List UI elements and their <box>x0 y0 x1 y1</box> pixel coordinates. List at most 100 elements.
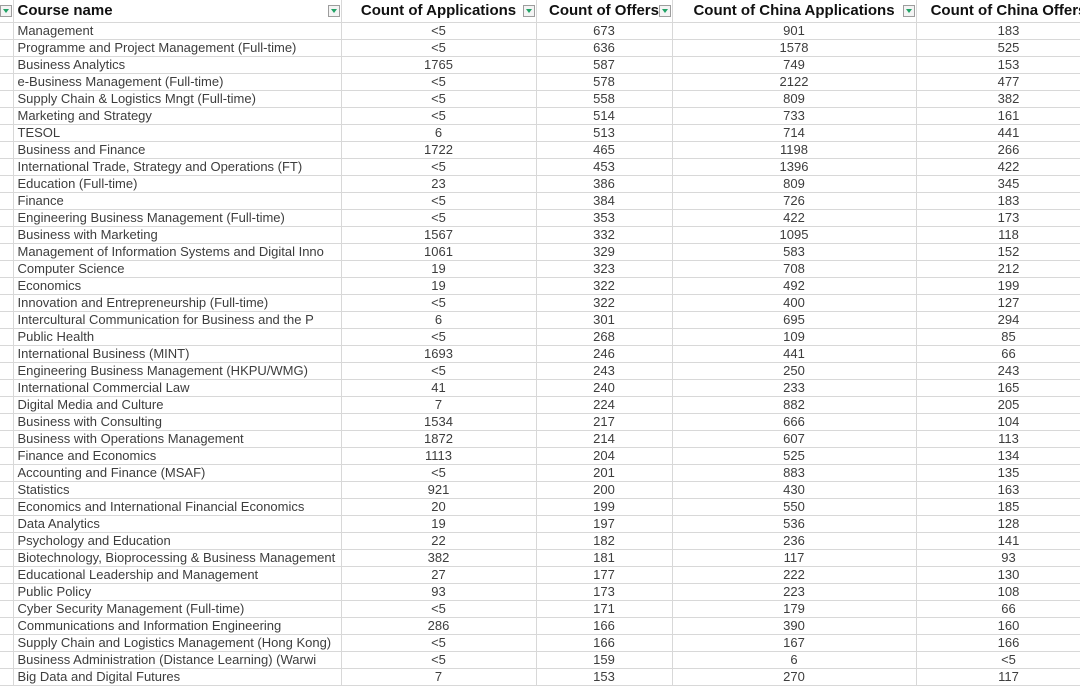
filter-dropdown-icon[interactable] <box>658 5 671 17</box>
cell-count-offers[interactable]: 224 <box>536 396 673 414</box>
cell-course-name[interactable]: Computer Science <box>13 260 342 278</box>
cell-count-offers[interactable]: 214 <box>536 430 673 448</box>
cell-count-china-offers[interactable]: 382 <box>916 90 1080 108</box>
cell-count-offers[interactable]: 197 <box>536 515 673 533</box>
cell-count-china-offers[interactable]: 185 <box>916 498 1080 516</box>
cell-count-china-offers[interactable]: 93 <box>916 549 1080 567</box>
cell-count-china-offers[interactable]: 104 <box>916 413 1080 431</box>
cell-blank[interactable] <box>0 175 14 193</box>
cell-course-name[interactable]: International Commercial Law <box>13 379 342 397</box>
cell-count-offers[interactable]: 204 <box>536 447 673 465</box>
cell-count-china-applications[interactable]: 400 <box>672 294 917 312</box>
cell-count-china-offers[interactable]: 161 <box>916 107 1080 125</box>
cell-count-offers[interactable]: 200 <box>536 481 673 499</box>
cell-count-china-offers[interactable]: 266 <box>916 141 1080 159</box>
header-count-china-applications[interactable]: Count of China Applications <box>672 0 917 23</box>
cell-count-applications[interactable]: 41 <box>341 379 537 397</box>
cell-count-applications[interactable]: 1567 <box>341 226 537 244</box>
cell-blank[interactable] <box>0 566 14 584</box>
cell-count-china-offers[interactable]: 153 <box>916 56 1080 74</box>
header-count-applications[interactable]: Count of Applications <box>341 0 537 23</box>
cell-count-china-offers[interactable]: 117 <box>916 668 1080 686</box>
cell-course-name[interactable]: TESOL <box>13 124 342 142</box>
cell-course-name[interactable]: Statistics <box>13 481 342 499</box>
cell-count-china-applications[interactable]: 901 <box>672 22 917 40</box>
cell-count-china-offers[interactable]: 66 <box>916 345 1080 363</box>
cell-blank[interactable] <box>0 124 14 142</box>
cell-count-china-offers[interactable]: 205 <box>916 396 1080 414</box>
cell-count-applications[interactable]: 6 <box>341 124 537 142</box>
cell-count-china-applications[interactable]: 583 <box>672 243 917 261</box>
cell-count-applications[interactable]: 1534 <box>341 413 537 431</box>
cell-count-applications[interactable]: 22 <box>341 532 537 550</box>
cell-course-name[interactable]: Public Health <box>13 328 342 346</box>
cell-blank[interactable] <box>0 243 14 261</box>
cell-course-name[interactable]: International Business (MINT) <box>13 345 342 363</box>
cell-count-offers[interactable]: 587 <box>536 56 673 74</box>
cell-count-applications[interactable]: 921 <box>341 481 537 499</box>
cell-count-offers[interactable]: 243 <box>536 362 673 380</box>
cell-count-applications[interactable]: <5 <box>341 107 537 125</box>
cell-count-offers[interactable]: 513 <box>536 124 673 142</box>
cell-count-china-offers[interactable]: 243 <box>916 362 1080 380</box>
cell-count-china-offers[interactable]: 345 <box>916 175 1080 193</box>
cell-count-china-applications[interactable]: 236 <box>672 532 917 550</box>
cell-count-china-offers[interactable]: 66 <box>916 600 1080 618</box>
cell-count-offers[interactable]: 182 <box>536 532 673 550</box>
cell-count-applications[interactable]: 1872 <box>341 430 537 448</box>
header-count-offers[interactable]: Count of Offers <box>536 0 673 23</box>
cell-blank[interactable] <box>0 668 14 686</box>
cell-count-applications[interactable]: 382 <box>341 549 537 567</box>
cell-count-china-applications[interactable]: 733 <box>672 107 917 125</box>
cell-blank[interactable] <box>0 345 14 363</box>
cell-count-applications[interactable]: <5 <box>341 39 537 57</box>
cell-count-offers[interactable]: 329 <box>536 243 673 261</box>
cell-count-offers[interactable]: 199 <box>536 498 673 516</box>
cell-count-applications[interactable]: <5 <box>341 328 537 346</box>
cell-count-applications[interactable]: <5 <box>341 22 537 40</box>
cell-blank[interactable] <box>0 158 14 176</box>
cell-count-china-applications[interactable]: 666 <box>672 413 917 431</box>
cell-count-china-applications[interactable]: 430 <box>672 481 917 499</box>
cell-count-china-offers[interactable]: 160 <box>916 617 1080 635</box>
cell-blank[interactable] <box>0 396 14 414</box>
cell-course-name[interactable]: Innovation and Entrepreneurship (Full-ti… <box>13 294 342 312</box>
cell-count-china-applications[interactable]: 422 <box>672 209 917 227</box>
cell-count-offers[interactable]: 636 <box>536 39 673 57</box>
cell-count-china-applications[interactable]: 250 <box>672 362 917 380</box>
cell-course-name[interactable]: Educational Leadership and Management <box>13 566 342 584</box>
cell-count-applications[interactable]: <5 <box>341 192 537 210</box>
cell-count-china-applications[interactable]: 222 <box>672 566 917 584</box>
cell-blank[interactable] <box>0 532 14 550</box>
cell-count-offers[interactable]: 166 <box>536 634 673 652</box>
cell-blank[interactable] <box>0 413 14 431</box>
cell-count-applications[interactable]: <5 <box>341 362 537 380</box>
cell-count-china-offers[interactable]: 135 <box>916 464 1080 482</box>
cell-count-china-applications[interactable]: 1198 <box>672 141 917 159</box>
cell-count-china-applications[interactable]: 233 <box>672 379 917 397</box>
cell-count-china-offers[interactable]: 165 <box>916 379 1080 397</box>
cell-count-offers[interactable]: 268 <box>536 328 673 346</box>
cell-count-offers[interactable]: 181 <box>536 549 673 567</box>
cell-course-name[interactable]: e-Business Management (Full-time) <box>13 73 342 91</box>
cell-course-name[interactable]: Communications and Information Engineeri… <box>13 617 342 635</box>
cell-count-china-offers[interactable]: 163 <box>916 481 1080 499</box>
cell-blank[interactable] <box>0 379 14 397</box>
cell-count-offers[interactable]: 514 <box>536 107 673 125</box>
cell-course-name[interactable]: Business with Marketing <box>13 226 342 244</box>
cell-count-applications[interactable]: 1061 <box>341 243 537 261</box>
cell-course-name[interactable]: Cyber Security Management (Full-time) <box>13 600 342 618</box>
cell-blank[interactable] <box>0 464 14 482</box>
cell-blank[interactable] <box>0 583 14 601</box>
filter-dropdown-icon[interactable] <box>902 5 915 17</box>
cell-blank[interactable] <box>0 56 14 74</box>
cell-blank[interactable] <box>0 362 14 380</box>
cell-course-name[interactable]: Supply Chain and Logistics Management (H… <box>13 634 342 652</box>
cell-count-applications[interactable]: <5 <box>341 209 537 227</box>
cell-count-china-applications[interactable]: 167 <box>672 634 917 652</box>
cell-count-offers[interactable]: 153 <box>536 668 673 686</box>
cell-count-china-offers[interactable]: 113 <box>916 430 1080 448</box>
cell-count-applications[interactable]: 19 <box>341 277 537 295</box>
header-course-name[interactable]: Course name <box>13 0 342 23</box>
cell-count-china-applications[interactable]: 117 <box>672 549 917 567</box>
